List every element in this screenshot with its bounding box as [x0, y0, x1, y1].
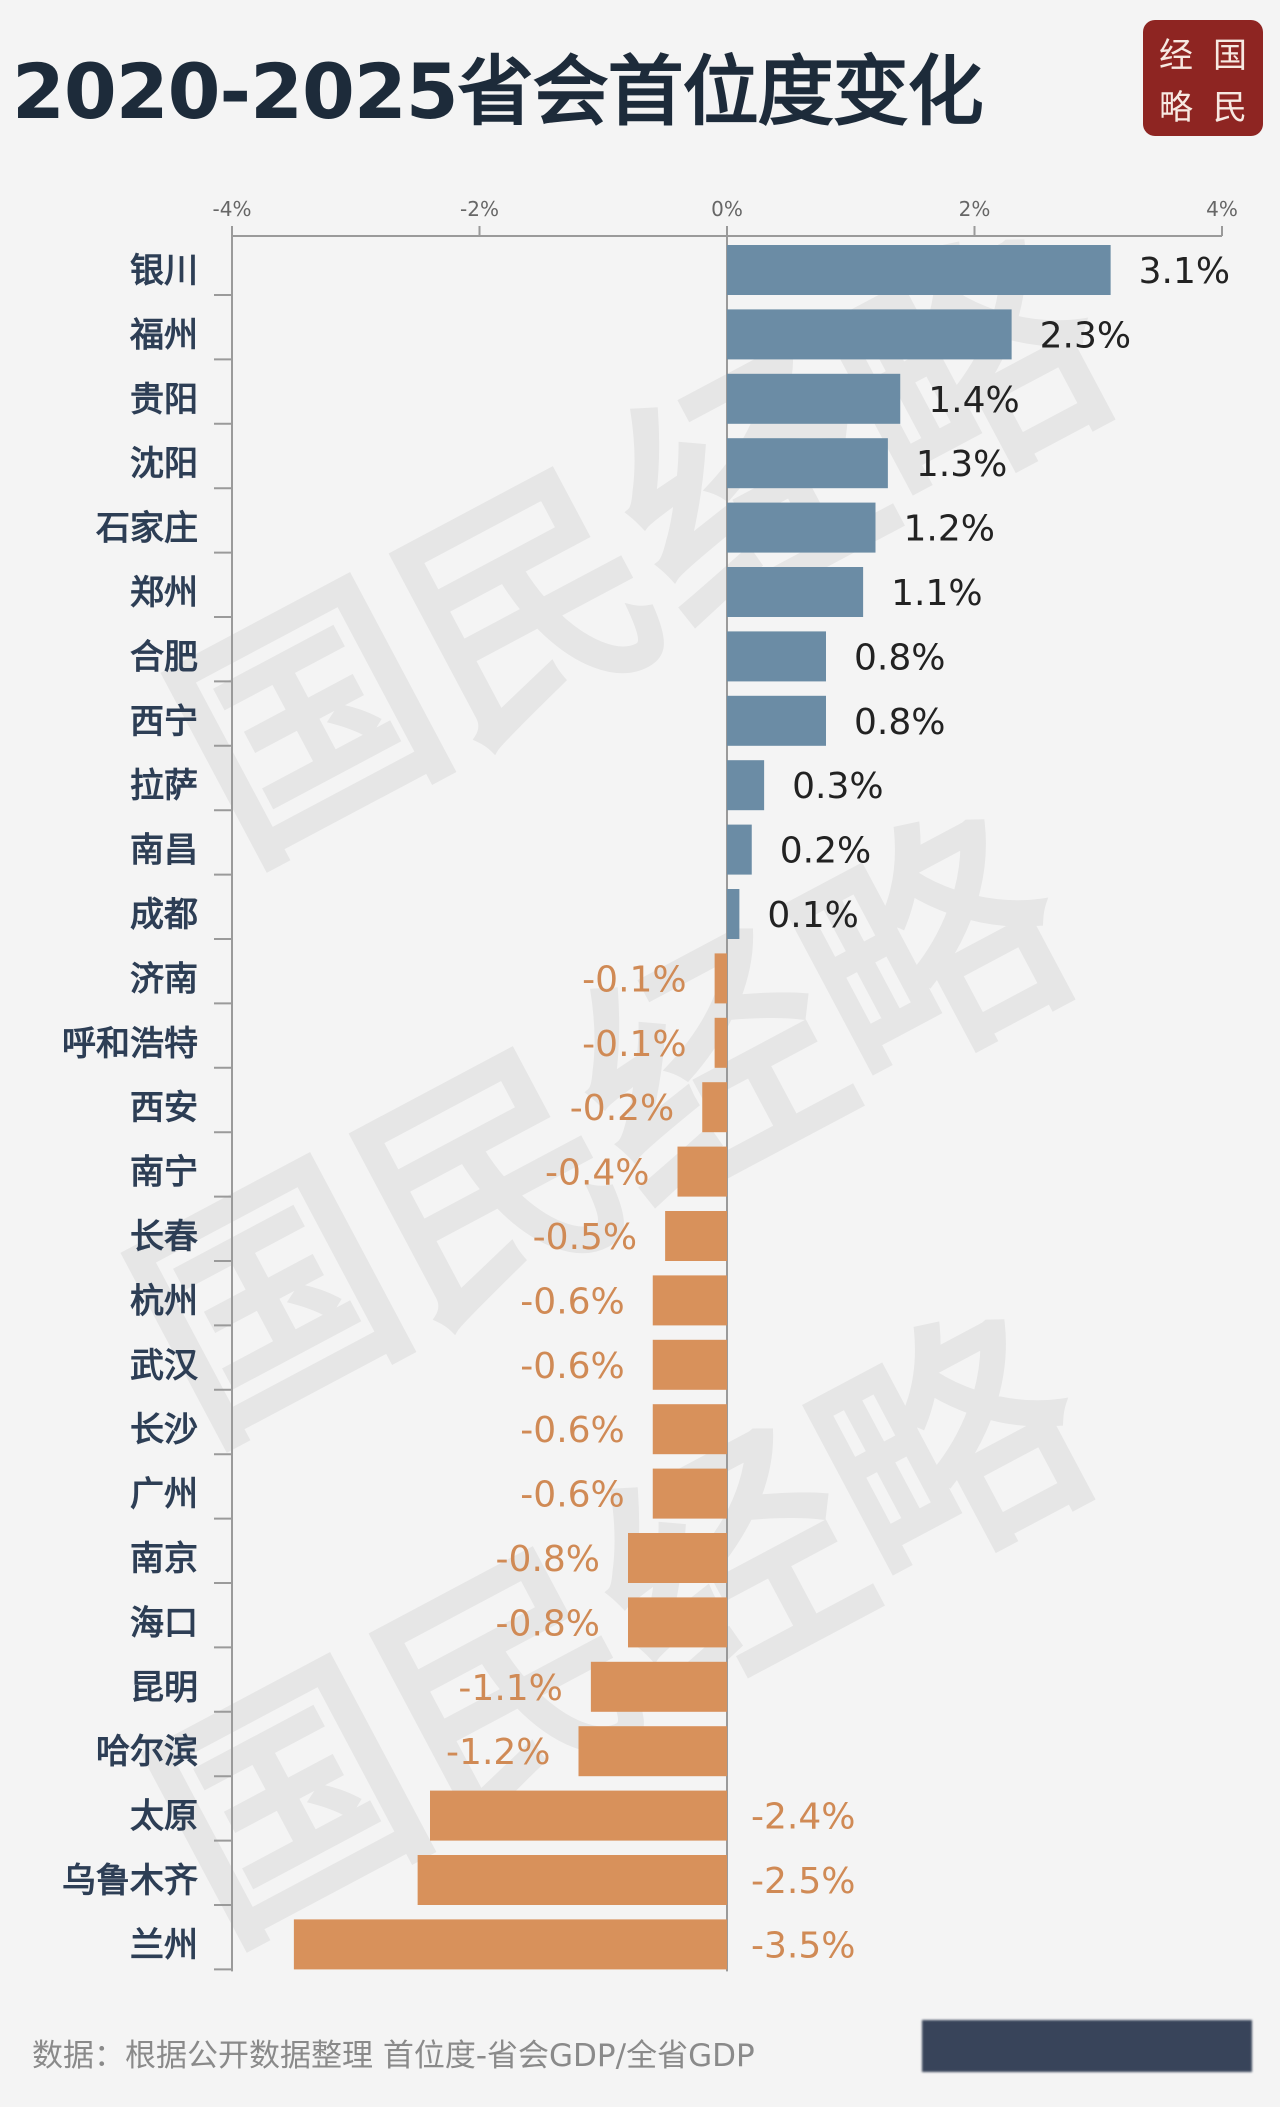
category-label: 南宁 — [130, 1153, 198, 1193]
data-label: 0.2% — [780, 831, 871, 872]
data-label: -0.4% — [545, 1153, 649, 1194]
bar — [652, 1468, 727, 1519]
x-tick-label: -2% — [460, 197, 499, 221]
category-label: 拉萨 — [130, 766, 198, 806]
bar — [677, 1146, 727, 1197]
data-label: -1.2% — [446, 1732, 550, 1773]
bar — [727, 567, 864, 617]
bar — [727, 245, 1111, 295]
data-label: -0.1% — [582, 1024, 686, 1065]
data-label: -0.5% — [533, 1217, 637, 1258]
category-label: 银川 — [130, 251, 198, 291]
bar — [652, 1404, 727, 1455]
bar — [628, 1533, 727, 1583]
category-label: 哈尔滨 — [96, 1732, 198, 1772]
data-label: 0.8% — [854, 637, 945, 678]
data-label: 3.1% — [1139, 251, 1230, 292]
data-label: 0.1% — [767, 895, 858, 936]
category-label: 兰州 — [130, 1925, 198, 1965]
x-tick-label: -4% — [213, 197, 252, 221]
x-tick-label: 4% — [1206, 197, 1238, 221]
category-label: 乌鲁木齐 — [62, 1861, 198, 1901]
category-label: 太原 — [130, 1797, 198, 1837]
bar — [727, 438, 888, 489]
data-label: -0.1% — [582, 959, 686, 1000]
data-label: 1.4% — [928, 380, 1019, 421]
chart-title: 2020-2025省会首位度变化 — [12, 47, 984, 136]
data-label: -3.5% — [751, 1925, 855, 1966]
bar — [727, 824, 752, 875]
bar — [727, 309, 1012, 360]
category-label: 南京 — [130, 1539, 198, 1579]
category-label: 合肥 — [130, 637, 198, 677]
category-label: 长沙 — [130, 1410, 198, 1450]
category-label: 呼和浩特 — [62, 1024, 198, 1064]
category-label: 郑州 — [130, 573, 198, 613]
category-label: 广州 — [130, 1475, 198, 1515]
logo-char: 略 — [1159, 87, 1193, 128]
bar — [590, 1661, 727, 1712]
category-label: 长春 — [130, 1217, 198, 1257]
labels: 银川 3.1% 福州 2.3% 贵阳 1.4% 沈阳 1.3% 石家庄 1.2% 郑州 1.1% 合肥 0… — [62, 251, 1230, 1966]
data-label: -2.4% — [751, 1797, 855, 1838]
data-label: -2.5% — [751, 1861, 855, 1902]
bar — [727, 631, 826, 682]
bar — [727, 502, 876, 553]
bar — [652, 1339, 727, 1390]
data-label: -1.1% — [458, 1668, 562, 1709]
bar — [665, 1211, 727, 1261]
logo-char: 经 — [1159, 35, 1193, 76]
brand-logo: 经 国 略 民 — [1143, 20, 1263, 136]
data-label: 0.3% — [792, 766, 883, 807]
category-label: 海口 — [130, 1603, 198, 1643]
data-label: 2.3% — [1040, 315, 1131, 356]
data-label: 1.3% — [916, 444, 1007, 485]
bar — [727, 760, 765, 811]
bar — [714, 953, 727, 1004]
bar — [727, 695, 826, 746]
x-tick-label: 2% — [959, 197, 991, 221]
data-label: -0.2% — [570, 1088, 674, 1129]
data-label: -0.6% — [520, 1410, 624, 1451]
category-label: 贵阳 — [130, 380, 198, 420]
category-label: 石家庄 — [95, 509, 198, 549]
bar — [628, 1597, 727, 1648]
category-label: 西宁 — [130, 702, 198, 742]
category-label: 沈阳 — [130, 444, 198, 484]
category-label: 昆明 — [130, 1668, 198, 1708]
data-source-note: 数据：根据公开数据整理 首位度-省会GDP/全省GDP — [32, 2038, 755, 2074]
data-label: -0.8% — [496, 1539, 600, 1580]
bar — [702, 1082, 727, 1133]
category-label: 济南 — [130, 959, 198, 999]
category-label: 成都 — [130, 895, 198, 935]
footer-watermark — [922, 2020, 1252, 2072]
category-label: 西安 — [130, 1088, 198, 1128]
category-label: 杭州 — [130, 1281, 198, 1321]
bar — [417, 1855, 727, 1905]
data-label: -0.6% — [520, 1346, 624, 1387]
bar — [727, 889, 740, 939]
data-label: -0.6% — [520, 1475, 624, 1516]
bars — [293, 245, 1111, 1970]
data-label: 0.8% — [854, 702, 945, 743]
bar — [727, 373, 901, 424]
category-label: 武汉 — [130, 1346, 199, 1386]
data-label: -0.8% — [496, 1603, 600, 1644]
data-label: -0.6% — [520, 1281, 624, 1322]
bar — [714, 1017, 727, 1068]
data-label: 1.1% — [891, 573, 982, 614]
logo-char: 民 — [1213, 87, 1247, 128]
bar — [578, 1726, 727, 1777]
logo-char: 国 — [1213, 35, 1247, 76]
axis: -4% -2% 0% 2% 4% — [213, 197, 1238, 1972]
category-label: 福州 — [129, 315, 198, 355]
bar — [652, 1275, 727, 1326]
bar — [293, 1919, 727, 1970]
x-tick-label: 0% — [711, 197, 743, 221]
bar — [430, 1790, 727, 1841]
category-label: 南昌 — [130, 831, 198, 871]
data-label: 1.2% — [904, 509, 995, 550]
